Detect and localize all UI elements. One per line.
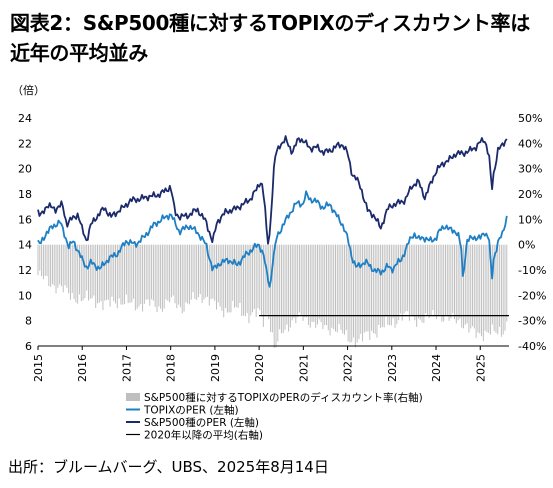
y-right-tick-label: -40% (518, 340, 546, 353)
topix-per-line (37, 190, 508, 288)
y-right-tick-label: 0% (518, 239, 535, 252)
y-right-tick-label: 20% (518, 188, 542, 201)
left-axis-unit: （倍） (12, 83, 45, 97)
x-tick-label: 2024 (430, 354, 443, 382)
y-left-tick-label: 6 (25, 340, 32, 353)
y-right-tick-label: 50% (518, 112, 542, 125)
y-left-tick-label: 8 (25, 315, 32, 328)
x-tick-label: 2020 (253, 354, 266, 382)
y-left-tick-label: 18 (18, 188, 32, 201)
chart-title: 図表2：S&P500種に対するTOPIXのディスカウント率は 近年の平均並み (10, 8, 546, 68)
y-right-tick-label: 40% (518, 137, 542, 150)
legend-label: TOPIXのPER (左軸) (143, 404, 239, 417)
x-tick-label: 2018 (165, 354, 178, 382)
x-tick-label: 2017 (120, 354, 133, 382)
axes: 681012141618202224-40%-30%-20%-10%0%10%2… (18, 112, 546, 382)
chart-title-line2: 近年の平均並み (10, 41, 148, 65)
legend-swatch-discount (126, 393, 140, 401)
y-left-tick-label: 12 (18, 264, 32, 277)
y-left-tick-label: 24 (18, 112, 32, 125)
y-left-tick-label: 20 (18, 163, 32, 176)
sp500-per-line (37, 135, 508, 245)
legend-label: 2020年以降の平均(右軸) (144, 429, 263, 442)
x-tick-label: 2022 (342, 354, 355, 382)
series-lines (37, 135, 509, 317)
y-left-tick-label: 22 (18, 137, 32, 150)
x-tick-label: 2021 (297, 354, 310, 382)
y-right-tick-label: -20% (518, 289, 546, 302)
y-right-tick-label: 10% (518, 213, 542, 226)
chart-title-line1: 図表2：S&P500種に対するTOPIXのディスカウント率は (10, 11, 530, 35)
x-tick-label: 2023 (386, 354, 399, 382)
legend-label: S&P500種に対するTOPIXのPERのディスカウント率(右軸) (144, 391, 423, 404)
legend: S&P500種に対するTOPIXのPERのディスカウント率(右軸)TOPIXのP… (126, 391, 423, 442)
x-tick-label: 2015 (32, 354, 45, 382)
x-tick-label: 2016 (76, 354, 89, 382)
y-right-tick-label: -30% (518, 315, 546, 328)
y-left-tick-label: 10 (18, 289, 32, 302)
legend-label: S&P500種のPER (左軸) (144, 416, 259, 429)
y-right-tick-label: 30% (518, 163, 542, 176)
source-note: 出所：ブルームバーグ、UBS、2025年8月14日 (8, 458, 329, 476)
y-right-tick-label: -10% (518, 264, 546, 277)
x-tick-label: 2019 (209, 354, 222, 382)
x-tick-label: 2025 (474, 354, 487, 382)
y-left-tick-label: 16 (18, 213, 32, 226)
y-left-tick-label: 14 (18, 239, 32, 252)
